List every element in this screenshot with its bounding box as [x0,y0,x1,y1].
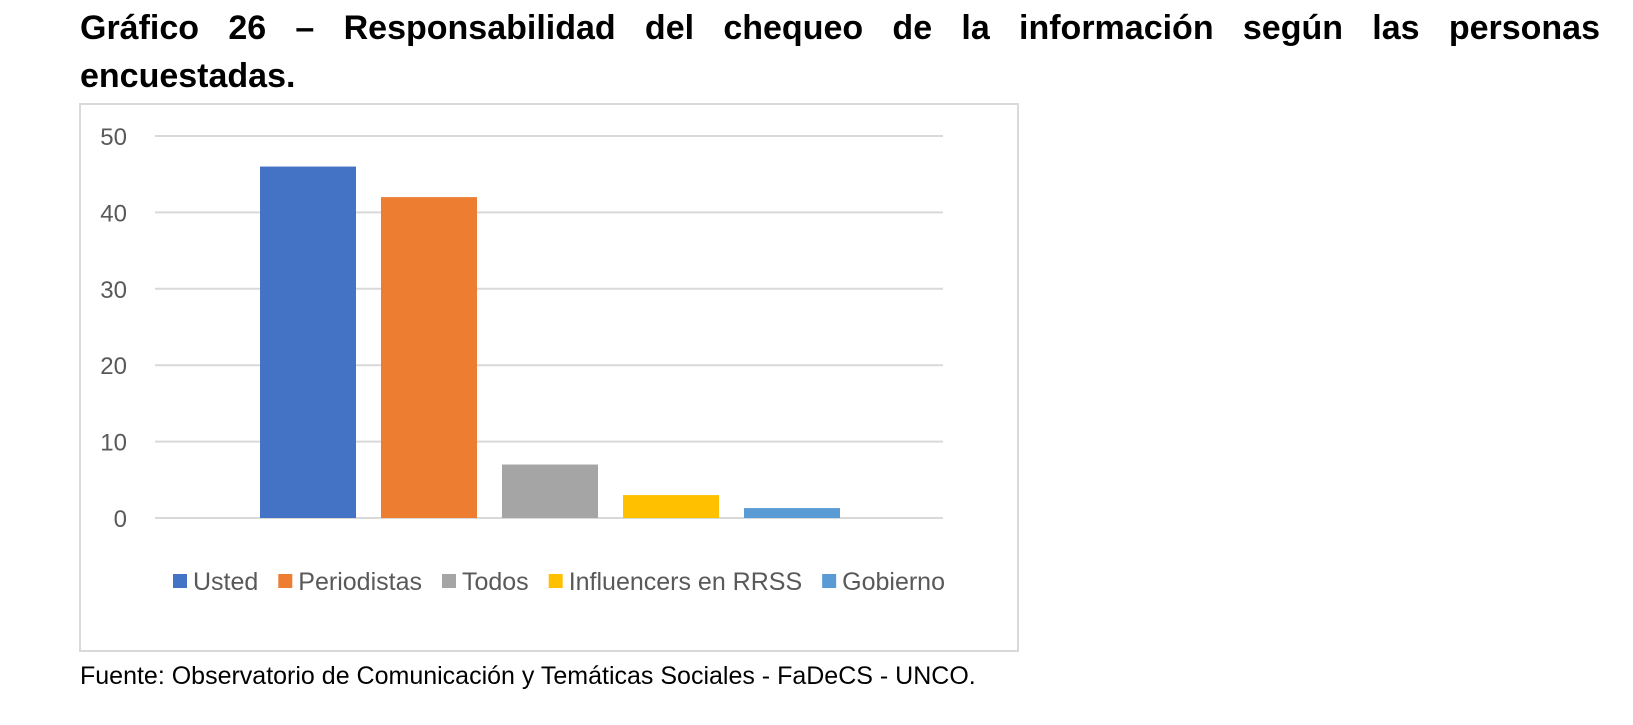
bar-todos [502,464,598,518]
legend-label: Gobierno [842,568,945,596]
legend-swatch [441,574,456,588]
y-tick-label: 0 [114,506,127,533]
chart-title: Gráfico 26 – Responsabilidad del chequeo… [80,9,1600,95]
legend-label: Usted [193,568,258,596]
legend-swatch [822,574,837,588]
bar-usted [260,166,356,518]
y-tick-label: 30 [100,277,127,304]
legend-swatch [278,574,293,588]
y-tick-label: 40 [100,200,127,227]
y-tick-label: 50 [100,124,127,151]
bar-gobierno [744,508,840,518]
legend-swatch [172,574,187,588]
bar-chart: 0 10 20 30 40 50 Usted Periodistas Todos Influen… [100,124,945,596]
y-axis-ticks: 0 10 20 30 40 50 [100,124,127,533]
source-note: Fuente: Observatorio de Comunicación y T… [80,662,976,690]
legend-label: Todos [462,568,529,596]
legend-swatch [548,574,563,588]
y-tick-label: 20 [100,353,127,380]
legend: Usted Periodistas Todos Influencers en RRSS… [172,568,945,596]
y-tick-label: 10 [100,430,127,457]
bar-influencers-en-rrss [623,495,719,518]
chart-area: 0 10 20 30 40 50 Usted Periodistas Todos Influen… [79,103,1019,652]
bars [260,166,840,518]
legend-label: Periodistas [298,568,422,596]
legend-label: Influencers en RRSS [569,568,802,596]
bar-periodistas [381,197,477,518]
